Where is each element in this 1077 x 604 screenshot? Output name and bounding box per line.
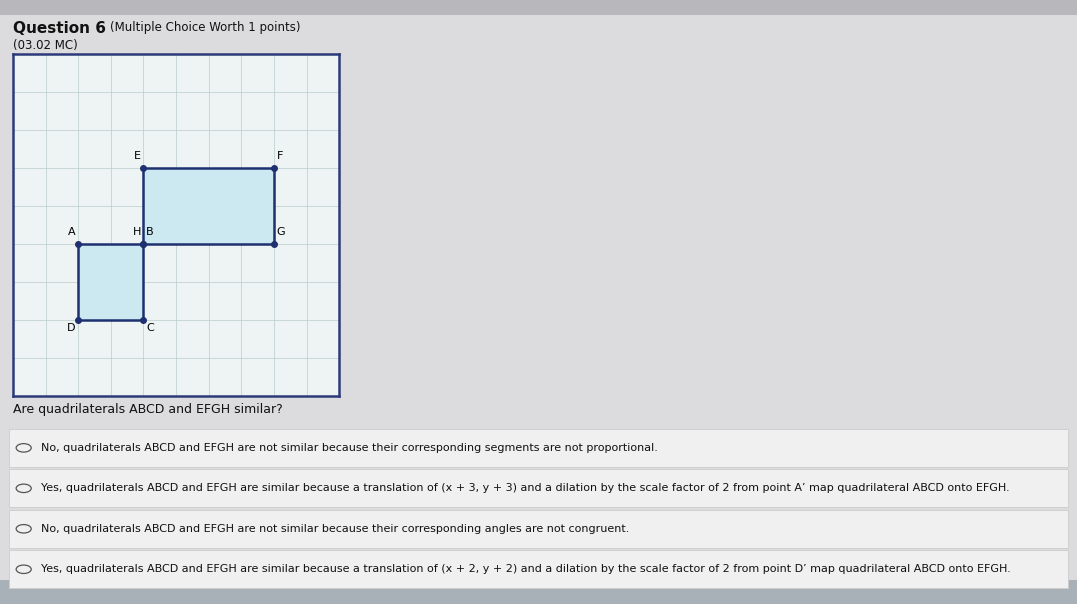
Text: Question 6: Question 6 (13, 21, 106, 36)
Polygon shape (143, 168, 274, 244)
Text: No, quadrilaterals ABCD and EFGH are not similar because their corresponding seg: No, quadrilaterals ABCD and EFGH are not… (41, 443, 658, 453)
Text: Are quadrilaterals ABCD and EFGH similar?: Are quadrilaterals ABCD and EFGH similar… (13, 403, 282, 416)
Text: (03.02 MC): (03.02 MC) (13, 39, 78, 53)
Polygon shape (79, 244, 143, 320)
Text: D: D (67, 323, 75, 333)
Text: No, quadrilaterals ABCD and EFGH are not similar because their corresponding ang: No, quadrilaterals ABCD and EFGH are not… (41, 524, 629, 534)
Text: Yes, quadrilaterals ABCD and EFGH are similar because a translation of (x + 3, y: Yes, quadrilaterals ABCD and EFGH are si… (41, 483, 1009, 493)
Text: B: B (146, 227, 154, 237)
Text: C: C (146, 323, 154, 333)
Bar (0, 580, 1077, 604)
Text: E: E (134, 151, 141, 161)
Text: (Multiple Choice Worth 1 points): (Multiple Choice Worth 1 points) (110, 21, 300, 34)
Text: F: F (277, 151, 283, 161)
Text: H: H (132, 227, 141, 237)
Bar (0, 0, 1077, 15)
Text: G: G (277, 227, 285, 237)
Text: A: A (68, 227, 75, 237)
Text: Yes, quadrilaterals ABCD and EFGH are similar because a translation of (x + 2, y: Yes, quadrilaterals ABCD and EFGH are si… (41, 564, 1010, 574)
